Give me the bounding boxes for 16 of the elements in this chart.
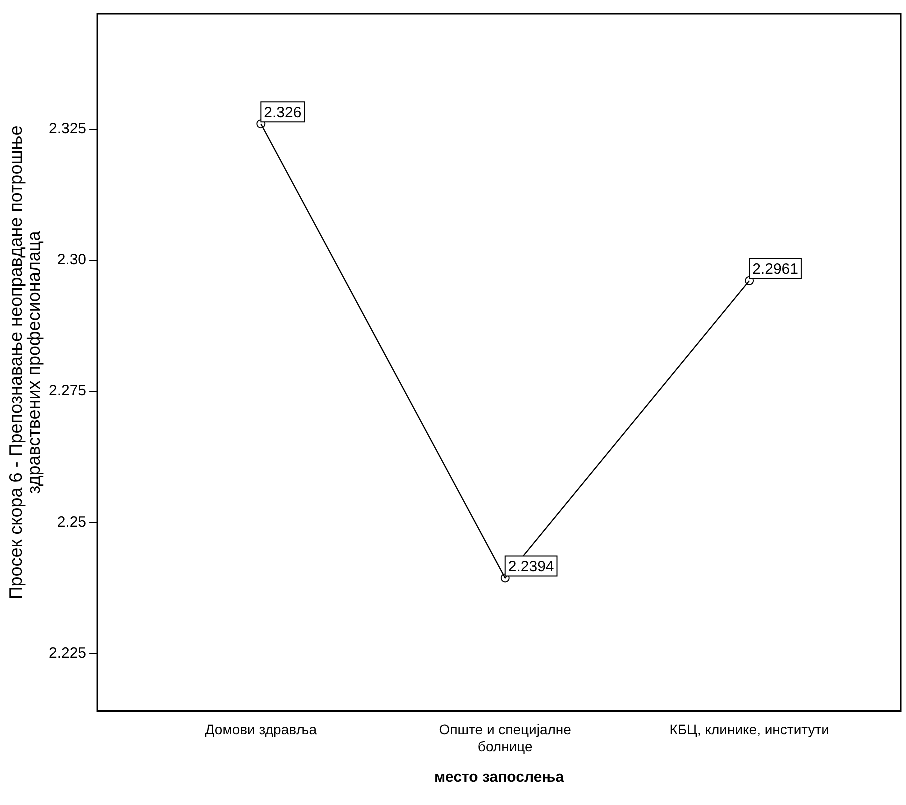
y-tick-label: 2.275 xyxy=(48,382,87,400)
y-tick-label: 2.30 xyxy=(57,252,87,269)
point xyxy=(500,574,510,583)
point xyxy=(745,276,754,286)
y-tick-label: 2.225 xyxy=(48,644,87,662)
y-axis-title: Просек скора 6 - Препознавање неоправдане потрошње здравствених професионалаца xyxy=(6,126,44,600)
x-axis-title: место запослења xyxy=(434,769,565,786)
y-tick-label: 2.25 xyxy=(57,514,87,531)
x-tick-label: КБЦ, клинике, институти xyxy=(670,722,830,738)
x-tick-label: Опште и специјалне болнице xyxy=(439,722,572,754)
data-label: 2.326 xyxy=(264,104,302,122)
point xyxy=(256,120,266,129)
data-label: 2.2961 xyxy=(752,261,798,278)
data-label: 2.2394 xyxy=(508,558,554,576)
y-tick-label: 2.325 xyxy=(48,120,87,138)
x-tick-label: Домови здравља xyxy=(205,722,318,738)
